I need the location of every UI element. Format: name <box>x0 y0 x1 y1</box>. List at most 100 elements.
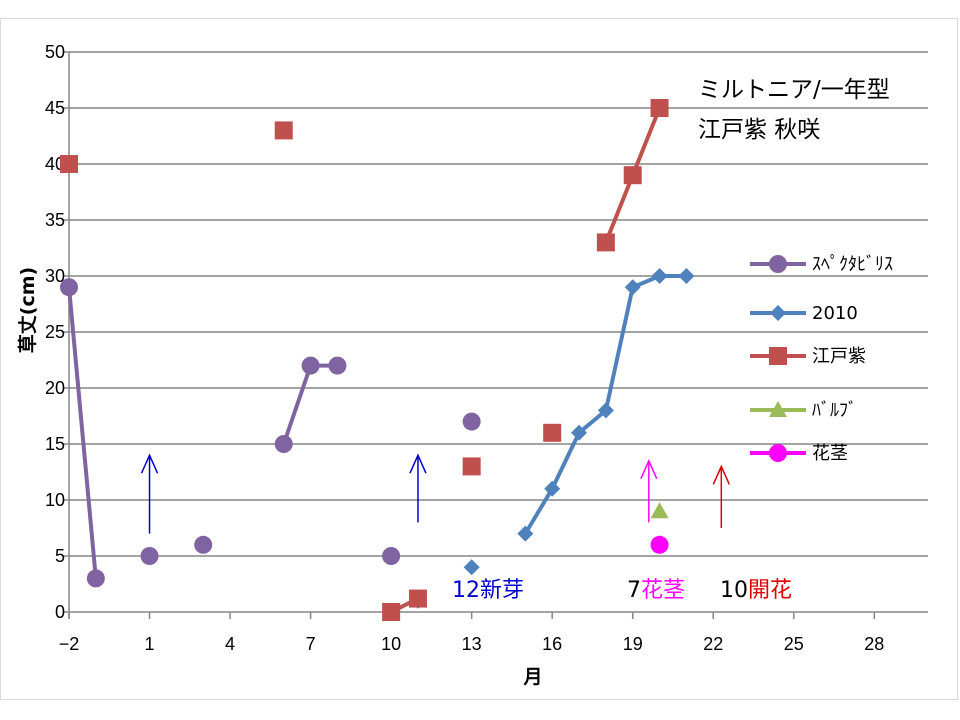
series-layer <box>60 99 695 621</box>
arrow-0 <box>140 453 159 534</box>
series-1-point-3 <box>544 480 561 497</box>
chart-frame <box>0 18 958 700</box>
annotation-1-part-0: 7 <box>627 578 641 603</box>
series-2-point-1 <box>274 121 293 140</box>
legend-swatch-marker-1 <box>770 305 786 321</box>
y-tick-label-50: 50 <box>45 42 65 62</box>
series-1-point-8 <box>678 268 695 284</box>
legend-item-2: 江戸紫 <box>750 346 866 367</box>
series-0-point-2 <box>140 547 159 565</box>
series-0-point-6 <box>328 356 347 375</box>
series-4-point-0 <box>650 535 669 554</box>
series-2-point-5 <box>543 423 562 442</box>
y-tick-label-25: 25 <box>45 322 65 342</box>
annotation-1-part-1: 花茎 <box>641 578 685 603</box>
y-tick-label-45: 45 <box>45 98 65 118</box>
series-2 <box>60 99 669 621</box>
series-2-point-8 <box>650 99 669 117</box>
x-axis-label: 月 <box>522 666 542 688</box>
series-2-point-7 <box>623 166 642 185</box>
y-tick-label-0: 0 <box>55 602 65 622</box>
annotation-flower-stem: 7花茎 <box>627 578 685 603</box>
series-1-point-7 <box>651 268 668 284</box>
series-1-point-5 <box>597 402 614 419</box>
series-3-point-0 <box>650 502 669 519</box>
series-2-point-2 <box>382 603 401 621</box>
x-tick-label-4: 4 <box>225 634 235 654</box>
x-tick-label-28: 28 <box>864 634 884 654</box>
series-0-line-0 <box>67 287 98 579</box>
x-tick-label-25: 25 <box>784 634 804 654</box>
arrow-1-head <box>409 453 427 474</box>
series-2-point-3 <box>408 589 427 608</box>
legend-label-2: 江戸紫 <box>812 346 866 367</box>
series-1-point-1 <box>463 559 480 576</box>
x-tick-label--2: −2 <box>59 634 80 654</box>
y-tick-label-30: 30 <box>45 266 65 286</box>
legend-label-1: 2010 <box>812 303 858 324</box>
legend-swatch-marker-0 <box>769 255 787 273</box>
arrow-3-head <box>712 464 730 485</box>
y-axis-label: 草丈(cm) <box>16 267 39 353</box>
arrow-3 <box>712 464 730 528</box>
series-0-point-1 <box>86 569 105 588</box>
series-0-point-3 <box>194 535 213 554</box>
series-2-point-0 <box>60 155 78 173</box>
grid-lines <box>69 51 928 557</box>
x-tick-label-19: 19 <box>623 634 643 654</box>
series-0-point-5 <box>301 356 320 375</box>
arrow-2 <box>640 458 658 523</box>
legend-item-0: ｽﾍﾟｸﾀﾋﾞﾘｽ <box>750 254 893 275</box>
x-tick-label-7: 7 <box>306 634 316 654</box>
y-tick-label-10: 10 <box>45 490 65 510</box>
legend-label-0: ｽﾍﾟｸﾀﾋﾞﾘｽ <box>812 254 893 275</box>
series-3 <box>650 502 669 519</box>
y-tick-label-5: 5 <box>55 546 65 566</box>
series-1-point-4 <box>571 424 588 441</box>
legend-item-4: 花茎 <box>750 443 848 464</box>
series-0-line-3 <box>281 363 338 445</box>
arrow-2-head <box>640 458 658 480</box>
chart-note-line-1: ミルトニア/一年型 <box>698 77 890 103</box>
x-tick-label-1: 1 <box>145 634 155 654</box>
chart-note-line-2: 江戸紫 秋咲 <box>698 117 820 143</box>
y-tick-label-15: 15 <box>45 434 65 454</box>
legend-swatch-marker-2 <box>769 347 787 365</box>
x-tick-label-16: 16 <box>542 634 562 654</box>
y-tick-label-35: 35 <box>45 210 65 230</box>
annotation-0-part-0: 12新芽 <box>452 578 524 603</box>
annotation-flowering: 10開花 <box>720 578 792 603</box>
y-tick-label-20: 20 <box>45 378 65 398</box>
series-0 <box>60 278 481 588</box>
legend: ｽﾍﾟｸﾀﾋﾞﾘｽ 2010 江戸紫 ﾊﾞﾙﾌﾞ 花茎 <box>750 254 893 464</box>
legend-label-4: 花茎 <box>812 443 848 464</box>
legend-label-3: ﾊﾞﾙﾌﾞ <box>812 400 857 421</box>
legend-swatch-marker-4 <box>769 444 787 462</box>
x-tick-labels: −2 1 4 7 10 13 16 19 22 25 28 <box>59 634 885 654</box>
series-0-point-7 <box>382 547 401 565</box>
series-2-point-6 <box>596 233 615 252</box>
legend-swatch-marker-3 <box>769 401 787 417</box>
series-0-point-8 <box>462 412 481 431</box>
y-tick-labels: 0 5 10 15 20 25 30 35 40 45 50 <box>45 42 65 622</box>
series-1-point-2 <box>517 525 534 542</box>
x-tick-label-13: 13 <box>462 634 482 654</box>
series-0-point-4 <box>274 435 293 453</box>
x-tick-label-10: 10 <box>381 634 401 654</box>
annotation-new-shoot: 12新芽 <box>452 578 524 603</box>
series-0-point-0 <box>60 278 78 297</box>
legend-item-1: 2010 <box>750 303 858 324</box>
x-tick-label-22: 22 <box>703 634 723 654</box>
arrow-layer <box>140 453 730 534</box>
y-tick-label-40: 40 <box>45 154 65 174</box>
axes <box>63 51 928 619</box>
annotation-2-part-1: 開花 <box>748 578 792 603</box>
arrow-1 <box>409 453 427 523</box>
series-1-point-6 <box>624 279 641 296</box>
annotation-2-part-0: 10 <box>720 578 748 603</box>
arrow-0-head <box>140 453 159 474</box>
series-2-point-4 <box>462 457 481 476</box>
series-4 <box>650 535 669 554</box>
legend-item-3: ﾊﾞﾙﾌﾞ <box>750 400 857 421</box>
